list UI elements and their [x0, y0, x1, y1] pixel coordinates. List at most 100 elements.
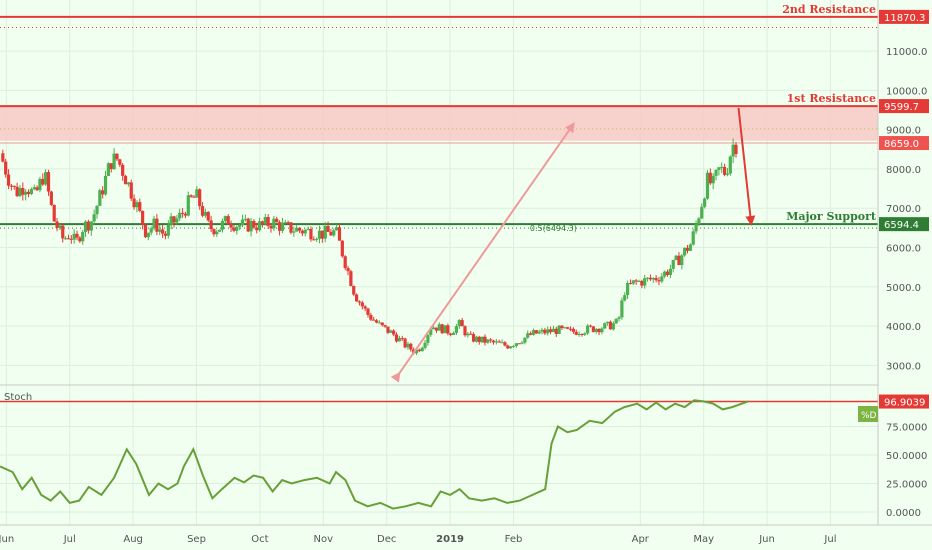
stoch-pane: Stoch	[0, 384, 932, 510]
candle-body	[75, 233, 79, 238]
price-tick-label: 4000.0	[886, 322, 921, 333]
candle-body	[409, 343, 413, 350]
price-tick-label: 11000.0	[886, 47, 927, 58]
candle-body	[457, 320, 461, 327]
candle-body	[357, 301, 362, 303]
candle-body	[603, 323, 607, 329]
time-tick-label: Jun	[758, 534, 775, 545]
annotations: 0.5(6494.3)	[390, 107, 756, 383]
candle-body	[246, 218, 250, 232]
candle-body	[529, 333, 533, 335]
candle-body	[123, 175, 128, 185]
time-tick-label: Sep	[187, 534, 206, 545]
candle-body	[400, 338, 404, 340]
candle-body	[366, 308, 370, 315]
price-tick-label: 6000.0	[886, 244, 921, 255]
candle-body	[671, 259, 675, 269]
candle-body	[437, 324, 441, 331]
candle-body	[260, 221, 265, 224]
candle-body	[64, 238, 68, 240]
candle-body	[608, 321, 613, 330]
price-tick-label: 9000.0	[886, 126, 921, 137]
candle-body	[223, 216, 227, 221]
candle-body	[289, 222, 293, 233]
candle-body	[349, 271, 353, 287]
candle-body	[688, 244, 692, 251]
level-label: 1st Resistance	[787, 92, 876, 105]
candle-body	[663, 271, 667, 277]
candle-body	[195, 189, 199, 198]
candle-body	[152, 218, 156, 229]
candle-body	[175, 218, 179, 223]
candle-body	[178, 212, 182, 219]
candle-body	[317, 230, 322, 239]
candle-body	[143, 224, 148, 238]
candle-body	[440, 324, 444, 334]
candle-body	[725, 173, 730, 175]
candle-body	[691, 231, 695, 245]
candle-body	[397, 338, 401, 342]
candle-body	[611, 323, 615, 330]
candle-body	[240, 219, 245, 226]
candle-body	[360, 302, 364, 307]
candle-body	[21, 188, 25, 195]
price-tick-label: 5000.0	[886, 283, 921, 294]
candle-body	[606, 321, 610, 324]
candle-body	[212, 229, 216, 235]
candle-body	[645, 277, 650, 279]
candle-body	[292, 231, 296, 233]
time-tick-label: Jun	[0, 534, 14, 545]
candle-body	[192, 196, 196, 198]
candle-body	[326, 226, 330, 232]
candle-body	[509, 346, 513, 349]
candle-body	[466, 333, 470, 336]
candle-body	[443, 325, 447, 334]
level-tag-bg	[879, 9, 929, 24]
candle-body	[526, 333, 530, 338]
candle-body	[577, 333, 581, 335]
candle-body	[180, 212, 185, 214]
candle-body	[315, 238, 319, 240]
candle-body	[78, 237, 82, 242]
candle-body	[346, 268, 350, 272]
candle-body	[392, 330, 396, 335]
candle-body	[295, 227, 299, 232]
candle-body	[657, 280, 661, 282]
candle-body	[354, 294, 359, 302]
candle-body	[83, 221, 88, 232]
candle-body	[694, 224, 698, 232]
stoch-tick-label: 75.0000	[886, 423, 927, 434]
candle-body	[588, 325, 593, 327]
candle-body	[674, 255, 678, 260]
candle-body	[651, 277, 655, 280]
candle-body	[218, 229, 222, 232]
candle-body	[275, 218, 279, 223]
stoch-level-tag: 96.9039	[884, 398, 925, 409]
candle-body	[625, 283, 630, 296]
candle-body	[115, 153, 119, 160]
stoch-label: Stoch	[4, 392, 32, 403]
candle-body	[138, 202, 142, 211]
candle-body	[335, 227, 339, 231]
candle-body	[118, 159, 122, 165]
candle-body	[514, 343, 518, 346]
candle-body	[560, 325, 564, 329]
candle-body	[12, 185, 16, 187]
candle-body	[665, 271, 670, 275]
candle-body	[86, 221, 91, 231]
candle-body	[52, 204, 56, 222]
candle-body	[229, 224, 233, 228]
candle-body	[58, 225, 62, 228]
candle-body	[29, 189, 33, 195]
candle-body	[423, 342, 427, 348]
candle-body	[531, 330, 536, 335]
candle-body	[249, 220, 253, 232]
candle-body	[263, 217, 267, 224]
candle-body	[417, 349, 421, 352]
current-price-tag-bg	[879, 136, 929, 151]
candle-body	[554, 328, 558, 334]
level-tag: 11870.3	[884, 13, 925, 24]
candle-body	[24, 191, 28, 195]
